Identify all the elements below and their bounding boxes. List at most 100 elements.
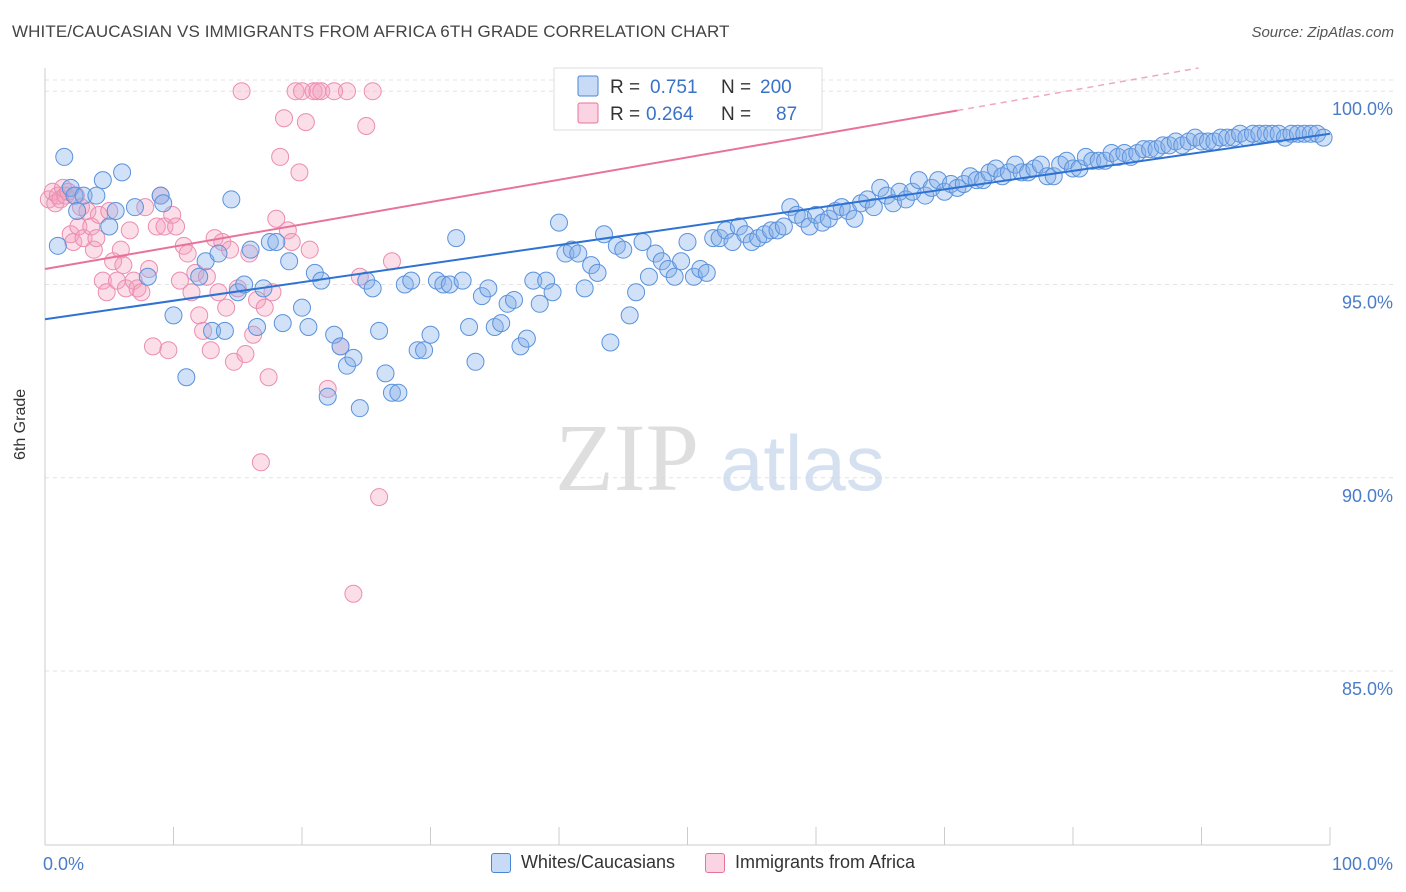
data-point-africa xyxy=(312,82,331,101)
data-point-whites xyxy=(325,325,344,344)
legend-item-whites[interactable]: Whites/Caucasians xyxy=(490,852,676,873)
data-point-africa xyxy=(363,82,382,101)
data-point-whites xyxy=(517,329,536,348)
data-point-whites xyxy=(74,186,93,205)
data-point-whites xyxy=(299,318,318,336)
data-point-whites xyxy=(524,271,543,290)
legend-n-label-blue: N = xyxy=(721,77,751,98)
data-point-whites xyxy=(1064,159,1082,178)
data-point-whites xyxy=(222,190,241,209)
y-tick-label: 95.0% xyxy=(1342,292,1393,312)
data-point-africa xyxy=(318,379,337,398)
data-point-africa xyxy=(259,368,278,387)
data-point-whites xyxy=(505,290,524,309)
trend-line-africa-extension xyxy=(957,67,1199,112)
data-point-whites xyxy=(190,267,209,286)
data-point-whites xyxy=(652,252,671,271)
data-point-africa xyxy=(136,198,155,217)
data-point-whites xyxy=(273,314,292,333)
data-point-whites xyxy=(350,399,369,418)
data-point-africa xyxy=(190,306,209,325)
data-point-africa xyxy=(357,116,376,135)
tick-labels: 85.0% 90.0% 95.0% 100.0% 0.0% 100.0% xyxy=(43,99,1393,874)
legend-r-value-pink: 0.264 xyxy=(646,104,694,125)
legend-label-whites: Whites/Caucasians xyxy=(520,852,676,872)
data-point-whites xyxy=(819,209,838,228)
data-point-whites xyxy=(267,232,286,251)
data-point-whites xyxy=(318,387,337,406)
legend-n-value-blue: 200 xyxy=(760,77,792,98)
data-point-whites xyxy=(382,383,401,402)
data-point-whites xyxy=(215,321,234,340)
data-point-whites xyxy=(639,267,658,286)
legend-swatch-pink xyxy=(577,102,599,124)
data-point-africa xyxy=(275,109,294,128)
data-point-whites xyxy=(305,263,324,282)
data-point-africa xyxy=(217,298,236,317)
x-tick-label-min: 0.0% xyxy=(43,854,84,874)
data-point-africa xyxy=(337,82,356,101)
data-point-africa xyxy=(114,256,133,275)
axes xyxy=(44,68,1331,846)
data-point-whites xyxy=(447,229,466,248)
data-point-whites xyxy=(421,325,440,344)
data-point-africa xyxy=(93,271,112,290)
data-point-africa xyxy=(132,283,151,302)
data-point-whites xyxy=(1083,151,1102,170)
data-point-whites xyxy=(550,213,568,232)
legend-item-africa[interactable]: Immigrants from Africa xyxy=(705,852,915,873)
data-point-africa xyxy=(382,252,401,271)
data-point-africa xyxy=(300,240,319,259)
data-point-whites xyxy=(1211,128,1230,147)
legend-r-label-pink: R = xyxy=(610,104,640,125)
data-point-africa xyxy=(325,82,344,101)
data-point-whites xyxy=(601,333,620,352)
data-point-whites xyxy=(100,217,119,236)
grid-lines xyxy=(45,79,1395,672)
chart-title: WHITE/CAUCASIAN VS IMMIGRANTS FROM AFRIC… xyxy=(12,22,730,41)
data-point-africa xyxy=(209,283,228,302)
trend-line-africa xyxy=(44,109,958,271)
chart-source: Source: ZipAtlas.com xyxy=(1251,24,1394,41)
data-point-whites xyxy=(235,275,254,294)
data-point-whites xyxy=(68,202,87,221)
legend-label-africa: Immigrants from Africa xyxy=(735,852,916,872)
data-point-whites xyxy=(331,337,350,356)
data-point-africa xyxy=(182,283,201,302)
legend-r-label-blue: R = xyxy=(610,77,640,98)
data-point-whites xyxy=(678,232,697,251)
data-point-africa xyxy=(232,82,251,101)
data-point-whites xyxy=(177,368,196,387)
data-point-africa xyxy=(286,82,305,101)
data-point-africa xyxy=(159,341,178,360)
data-point-whites xyxy=(248,318,267,336)
data-point-whites xyxy=(260,232,279,251)
data-point-africa xyxy=(255,298,274,317)
data-point-whites xyxy=(337,356,356,375)
data-point-whites xyxy=(154,194,173,213)
legend-n-value-pink: 87 xyxy=(776,104,797,125)
data-point-africa xyxy=(100,202,119,221)
trend-line-whites xyxy=(44,132,1331,321)
data-point-africa xyxy=(143,337,162,356)
series-immigrants-from-africa xyxy=(39,82,401,603)
data-point-africa xyxy=(197,267,216,286)
data-point-africa xyxy=(167,217,186,236)
data-point-whites xyxy=(537,271,556,290)
data-point-whites xyxy=(460,318,479,336)
bottom-legend: Whites/Caucasians Immigrants from Africa xyxy=(0,852,1406,873)
data-point-africa xyxy=(370,488,389,507)
data-point-whites xyxy=(472,287,491,306)
data-point-whites xyxy=(55,147,74,166)
data-point-whites xyxy=(87,186,106,205)
data-point-whites xyxy=(620,306,639,325)
data-point-africa xyxy=(178,244,197,263)
data-point-africa xyxy=(344,584,363,603)
data-point-africa xyxy=(111,240,130,259)
data-point-whites xyxy=(376,364,395,383)
data-point-whites xyxy=(209,244,228,263)
data-point-whites xyxy=(543,283,562,302)
data-point-africa xyxy=(282,232,301,251)
data-point-whites xyxy=(646,244,665,263)
